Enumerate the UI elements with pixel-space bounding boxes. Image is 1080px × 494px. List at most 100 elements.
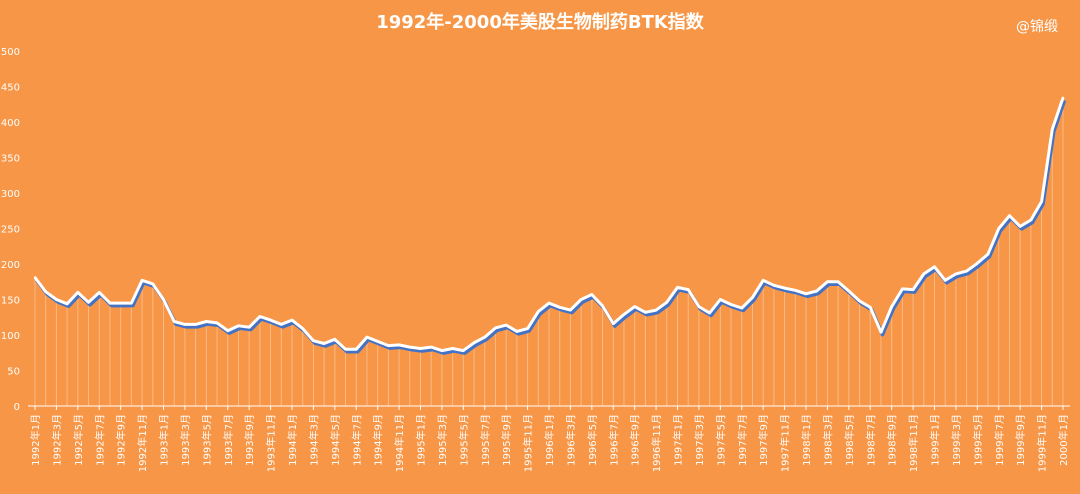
data-point [290,318,294,322]
x-tick-label: 1992年1月 [29,414,42,466]
x-tick-label: 1999年9月 [1014,414,1027,466]
data-point [526,327,529,330]
data-point [772,284,776,287]
y-tick-label: 500 [1,47,20,58]
drop-lines [34,97,1064,406]
series-line-shadow [35,99,1067,355]
x-tick-label: 1995年9月 [500,414,513,466]
y-tick-label: 200 [1,260,20,271]
data-point [397,343,401,347]
y-tick-label: 300 [1,189,20,200]
data-point [804,292,808,296]
x-tick-label: 1997年7月 [736,414,749,466]
data-point [258,315,262,318]
data-point [911,288,915,291]
data-point [537,310,540,313]
data-point [1061,96,1065,100]
x-tick-label: 1994年1月 [286,414,299,466]
y-tick-label: 150 [1,296,20,307]
data-point [119,301,122,305]
chart-title: 1992年-2000年美股生物制药BTK指数 [376,12,704,33]
x-tick-label: 1992年5月 [72,414,85,466]
data-point [622,313,626,316]
x-tick-label: 1994年7月 [350,414,363,466]
x-tick-label: 1993年9月 [243,414,256,466]
y-tick-label: 50 [7,367,20,378]
data-point [644,311,647,314]
x-tick-label: 1998年11月 [907,414,920,472]
y-tick-label: 250 [1,225,20,236]
y-tick-label: 350 [1,154,20,165]
x-tick-label: 1995年5月 [457,414,470,466]
x-tick-label: 1996年7月 [607,414,620,466]
data-point [183,323,187,326]
data-point [44,290,47,293]
x-tick-label: 1999年11月 [1036,414,1049,472]
x-tick-label: 1996年3月 [564,414,577,466]
x-tick-label: 1992年9月 [115,414,128,466]
x-tick-label: 1997年9月 [757,414,770,466]
x-tick-label: 1995年11月 [522,414,535,472]
data-point [976,262,979,265]
data-point [654,308,658,312]
x-tick-label: 1994年3月 [307,414,320,466]
x-tick-label: 1996年11月 [650,414,663,472]
data-point [226,329,229,332]
x-tick-label: 2000年1月 [1057,414,1070,466]
data-point [494,326,497,330]
data-point [408,345,411,349]
data-point [205,320,208,323]
x-tick-label: 1995年7月 [479,414,492,466]
data-point [280,323,283,326]
data-point [579,298,583,301]
data-point [33,276,37,279]
x-tick-label: 1996年5月 [586,414,599,466]
data-point [301,327,304,330]
data-point [687,288,690,291]
data-point [933,265,936,269]
x-tick-label: 1998年3月 [821,414,834,466]
data-point [237,324,240,327]
data-point [601,304,604,308]
data-point [387,344,390,347]
data-point [869,306,872,309]
data-point [676,286,679,289]
y-tick-label: 450 [1,83,20,94]
x-tick-label: 1994年9月 [372,414,385,466]
data-point [697,305,701,308]
data-point [847,289,851,293]
x-tick-label: 1993年3月 [179,414,192,466]
watermark: @锦缎 [1016,19,1058,35]
data-point [901,287,904,291]
data-point [162,298,165,301]
data-point [590,293,594,296]
data-point [997,227,1000,230]
x-tick-label: 1999年5月 [971,414,984,466]
data-point [365,335,369,339]
data-point [1040,200,1043,203]
x-tick-label: 1999年1月 [929,414,942,466]
data-point [1018,225,1022,228]
data-point [215,321,219,325]
data-point [151,282,154,286]
data-point [194,323,197,326]
x-tick-label: 1997年3月 [693,414,706,466]
data-point [355,348,358,351]
data-point [954,272,958,276]
data-point [826,280,829,283]
data-point [462,349,465,352]
data-point [130,301,133,305]
data-point [430,345,433,349]
data-point [729,303,733,306]
x-tick-label: 1996年9月 [629,414,642,466]
data-point [1008,214,1011,217]
data-point [751,296,754,299]
x-axis: 1992年1月 1992年3月 1992年5月 1992年7月 1992年9月 1992年… [28,405,1070,472]
y-tick-label: 100 [1,331,20,342]
x-tick-label: 1997年5月 [714,414,727,466]
data-point [612,322,615,325]
x-tick-label: 1997年11月 [779,414,792,472]
data-point [472,341,476,345]
data-point [879,330,883,334]
